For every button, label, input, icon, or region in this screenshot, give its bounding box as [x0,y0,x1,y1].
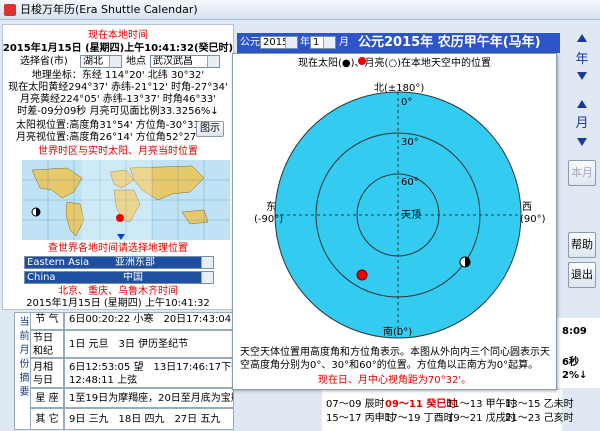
info-line: 月亮视位置:高度角26°14' 方位角52°27' [16,132,199,143]
year-select[interactable]: 2015 [260,36,298,49]
window-title: 日梭万年历(Era Shuttle Calendar) [20,3,198,16]
diagram-button[interactable]: 图示 [196,121,224,137]
exit-button[interactable]: 退出 [568,262,596,288]
hours-panel [322,390,562,431]
north-label: 北(±180°) [374,83,425,94]
info-line: 时差-09分09秒 月亮可见面比例33.3256%↓ [17,106,219,117]
west-label: 西 [522,202,532,213]
row-text: 6日12:53:05 望 13日17:46:17下弦 12:48:11 上弦 [64,358,234,388]
land [31,165,209,237]
daylight [82,160,152,240]
beijing-title: 北京、重庆、乌鲁木齐时间 [58,286,178,297]
world-map [22,160,230,240]
east-angle: (-90°) [254,214,284,225]
separation-note: 现在日、月中心视角距为70°32'。 [317,375,472,386]
zenith-label: 天顶 [401,210,421,221]
hour-slot-current: 09～11 癸巳时 [385,399,457,410]
province-select[interactable]: 湖北 [80,55,122,68]
row-text: 9日 三九 18日 四九 27日 五九 [64,408,234,430]
row-line: 6日12:53:05 望 13日17:46:17下弦 [69,362,234,373]
location-marker [117,234,125,240]
place-select[interactable]: 武汉武昌 [150,55,220,68]
fragment: 6秒 [562,357,579,368]
info-line: 太阳视位置:高度角31°54' 方位角-30°33' [16,120,203,131]
ring-label: 30° [401,137,419,148]
row-line: 9日 三九 18日 四九 27日 五九 [69,414,221,425]
hour-slot: 07～09 辰时 [326,399,385,410]
info-line: 现在太阳黄经294°37' 赤纬-21°12' 时角-27°34' [8,82,228,93]
row-line: 12:48:11 上弦 [69,375,138,386]
hour-slot: 21～23 己亥时 [505,413,574,424]
info-line: 地理坐标：东经 114°20' 北纬 30°32' [31,70,205,81]
hour-slot: 17～19 丁酉时 [385,413,454,424]
year-label: 年 [300,37,310,48]
row-line: 1至19日为摩羯座，20日至月底为宝瓶座。 [69,393,233,404]
summary-heading: 当前月份摘要 [17,316,28,400]
this-month-button[interactable]: 本月 [568,160,596,186]
row-label: 节日和纪念日 [30,330,64,358]
country-select[interactable]: China 中国 [24,271,214,284]
row-text: 1至19日为摩羯座，20日至月底为宝瓶座。 [64,388,234,408]
background-panel [557,318,600,388]
row-line: 6日00:20:22 小寒 20日17:43:04 大寒 [69,314,233,325]
province-label: 选择省(市) [20,56,68,67]
sun-marker [356,269,368,281]
app-icon [4,4,16,16]
east-label: 东 [266,202,276,213]
row-label: 星 座 [30,388,64,408]
fragment: 8:09 [562,326,587,337]
row-line: 1日 元旦 3日 伊历圣纪节 [69,339,189,350]
prev-month-arrow[interactable] [577,100,587,108]
country-cn: 中国 [123,272,143,283]
beijing-datetime: 2015年1月15日 (星期四) 上午10:41:32 [26,298,210,309]
fragment: 2%↓ [562,370,588,381]
hour-slot: 11～13 甲午时 [447,399,516,410]
era-label: 公元 [240,37,260,48]
nav-arrows [577,34,587,146]
month-label: 月 [339,37,349,48]
hour-slot: 15～17 丙申时 [326,413,395,424]
local-datetime: 2015年1月15日 (星期四)上午10:41:32(癸巳时) [2,43,234,54]
region-select[interactable]: Eastern Asia 亚洲东部 [24,256,214,269]
hour-slot: 13～15 乙未时 [505,399,574,410]
month-select[interactable]: 1 [310,36,336,49]
sky-chart [274,57,522,339]
year-nav[interactable]: 年 [575,52,589,67]
sky-title: 现在太阳(●)、月亮(○)在本地天空中的位置 [297,58,492,69]
prev-year-arrow[interactable] [577,34,587,42]
ring-label: 60° [401,177,419,188]
help-button[interactable]: 帮助 [568,232,596,258]
region-cn: 亚洲东部 [115,257,155,268]
row-label: 其 它 [30,408,64,430]
month-nav[interactable]: 月 [575,116,589,131]
next-month-arrow[interactable] [577,138,587,146]
row-label: 节 气 [30,312,64,330]
next-year-arrow[interactable] [577,72,587,80]
moon-shade [36,208,40,216]
south-label: 南(0°) [383,327,413,338]
row-text: 1日 元旦 3日 伊历圣纪节 [64,330,234,358]
info-line: 月亮黄经224°05' 赤纬-13°37' 时角46°33' [20,94,216,105]
map-title: 世界时区与实时太阳、月亮当时位置 [38,146,198,157]
row-label: 月相与日月食 [30,358,64,388]
calendar-banner: 公元2015年 农历甲午年(马年) [358,35,541,50]
region-en: Eastern Asia [27,257,90,268]
ring-label: 0° [401,97,413,108]
query-title: 查世界各地时间请选择地理位置 [48,243,188,254]
title-bar [0,0,600,20]
moon-shade [465,257,470,267]
row-text: 6日00:20:22 小寒 20日17:43:04 大寒 [64,312,234,330]
local-heading: 现在本地时间 [88,30,148,41]
title-sun-icon [358,57,366,65]
sun-position [116,214,124,222]
country-en: China [27,272,56,283]
place-label: 地点 [126,56,146,67]
hour-slot: 19～21 戊戌时 [447,413,516,424]
grid [22,160,230,240]
sky-note: 天空天体位置用高度角和方位角表示。本图从外向内三个同心圆表示天空高度角分别为0°… [240,347,550,371]
west-angle: (90°) [520,214,546,225]
